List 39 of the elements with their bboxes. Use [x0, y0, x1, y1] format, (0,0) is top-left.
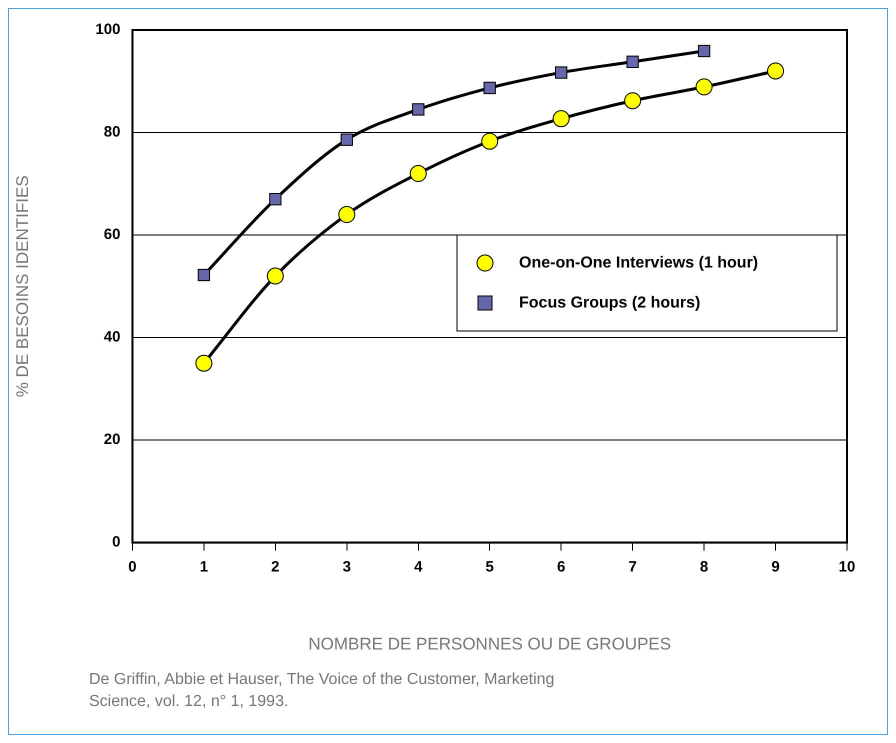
x-tick-label: 10	[838, 558, 856, 576]
y-axis-title: % DE BESOINS IDENTIFIES	[12, 175, 32, 398]
text: De Griffin, Abbie et Hauser, The Voice of the Customer, Marketing Science, vol. 12, n° 1, 1993.	[89, 670, 556, 712]
point	[698, 44, 710, 58]
point	[481, 132, 498, 150]
x-axis-title: NOMBRE DE PERSONNES OU DE GROUPES	[308, 634, 672, 654]
point	[767, 62, 784, 80]
x-tick-label: 1	[200, 558, 208, 576]
point	[338, 206, 356, 224]
x-tick-label: 3	[342, 558, 351, 576]
x-tick-label: 7	[628, 558, 637, 576]
y-tick-label: 100	[95, 21, 120, 38]
x-tick-label: 2	[271, 558, 280, 576]
x-tick-label: 9	[771, 558, 780, 576]
x-tick-label: 6	[557, 558, 566, 576]
point	[626, 56, 639, 68]
point	[195, 354, 212, 372]
point	[340, 134, 353, 146]
point	[410, 165, 427, 182]
point	[555, 66, 568, 79]
point	[269, 193, 282, 206]
x-tick-label: 5	[486, 558, 494, 576]
x-tick-label: 8	[700, 558, 708, 576]
point	[624, 92, 642, 110]
point	[484, 82, 496, 94]
legend-label: One-on-One Interviews (1 hour)	[519, 254, 758, 272]
y-tick-label: 60	[104, 226, 120, 244]
point	[412, 103, 424, 116]
y-tick-label: 20	[104, 431, 120, 448]
x-tick-label: 0	[128, 558, 137, 576]
y-tick-label: 0	[112, 534, 120, 551]
point	[198, 268, 210, 282]
point	[552, 110, 570, 128]
point	[696, 78, 713, 96]
legend-label: Focus Groups (2 hours)	[519, 294, 700, 312]
y-tick-label: 40	[104, 328, 120, 346]
point	[266, 268, 284, 285]
x-tick-label: 4	[414, 558, 424, 576]
y-tick-label: 80	[104, 124, 120, 141]
